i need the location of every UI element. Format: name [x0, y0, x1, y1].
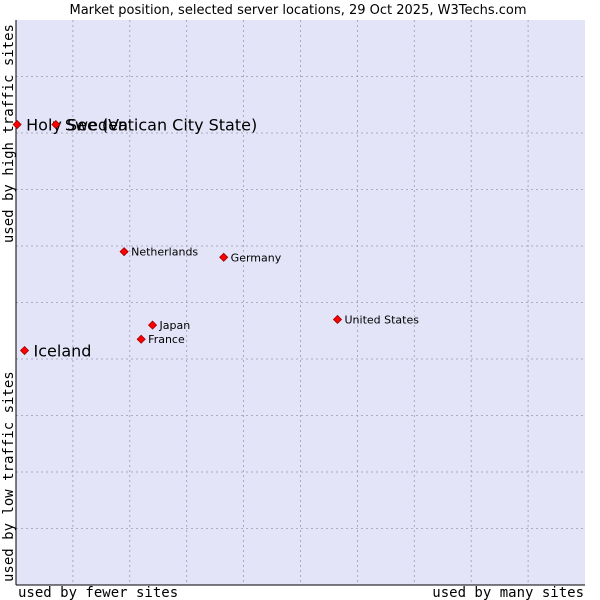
point-marker[interactable] — [51, 119, 61, 130]
point-label: Germany — [231, 251, 282, 264]
data-points: Holy See (Vatican City State)Sweden Icela… — [12, 116, 419, 361]
point-label: Holy See (Vatican City State) — [26, 116, 257, 135]
y-axis-label-bottom: used by low traffic sites — [1, 371, 17, 582]
point-marker[interactable] — [19, 345, 30, 356]
point-label: Sweden — [65, 116, 128, 135]
grid-lines — [16, 20, 585, 585]
point-marker[interactable] — [136, 334, 146, 344]
point-marker[interactable] — [119, 247, 129, 257]
point-marker[interactable] — [332, 314, 343, 325]
data-point-netherlands[interactable]: Netherlands — [119, 246, 198, 259]
point-label: Netherlands — [131, 246, 198, 259]
point-label: France — [148, 333, 185, 346]
point-marker[interactable] — [12, 119, 22, 130]
data-point-sweden[interactable]: Sweden — [51, 116, 128, 135]
point-label: Japan — [159, 319, 191, 332]
y-axis-label-top: used by high traffic sites — [1, 24, 17, 243]
point-label: United States — [344, 313, 419, 326]
point-marker[interactable] — [219, 252, 229, 262]
data-point-france[interactable]: France — [136, 333, 185, 346]
chart-title: Market position, selected server locatio… — [69, 3, 526, 18]
data-point-germany[interactable]: Germany — [219, 251, 282, 264]
point-label: Iceland — [34, 342, 92, 361]
data-point-iceland[interactable]: Iceland — [19, 342, 92, 361]
data-point-japan[interactable]: Japan — [147, 319, 191, 332]
x-axis-label-left: used by fewer sites — [18, 585, 178, 600]
x-axis-label-right: used by many sites — [432, 585, 584, 600]
data-point-holy-see-vatican-city-state[interactable]: Holy See (Vatican City State) — [12, 116, 257, 135]
data-point-united-states[interactable]: United States — [332, 313, 419, 326]
point-marker[interactable] — [147, 320, 158, 330]
